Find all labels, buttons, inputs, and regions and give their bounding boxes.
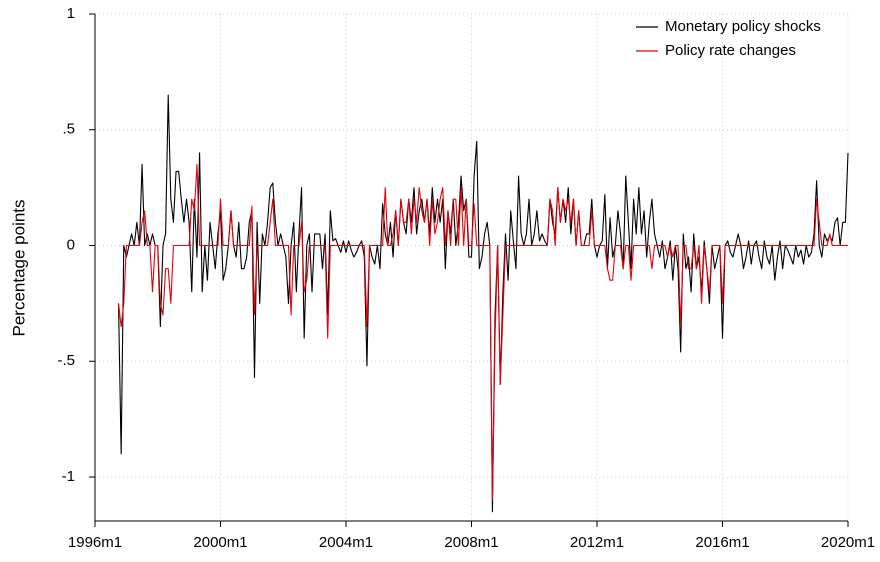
x-tick-label: 2020m1 [821, 534, 875, 551]
x-tick-label: 2004m1 [319, 534, 373, 551]
x-tick-label: 2008m1 [444, 534, 498, 551]
y-tick-label: -.5 [57, 352, 75, 369]
y-tick-label: -1 [62, 468, 75, 485]
x-tick-label: 2016m1 [695, 534, 749, 551]
y-tick-label: .5 [62, 121, 75, 138]
legend-label: Policy rate changes [665, 42, 796, 59]
x-tick-label: 1996m1 [68, 534, 122, 551]
x-tick-label: 2000m1 [193, 534, 247, 551]
y-tick-label: 1 [67, 5, 75, 22]
x-tick-label: 2012m1 [570, 534, 624, 551]
legend-label: Monetary policy shocks [665, 18, 821, 35]
y-axis-label: Percentage points [9, 199, 28, 336]
y-tick-label: 0 [67, 236, 75, 253]
series-line [117, 163, 848, 501]
